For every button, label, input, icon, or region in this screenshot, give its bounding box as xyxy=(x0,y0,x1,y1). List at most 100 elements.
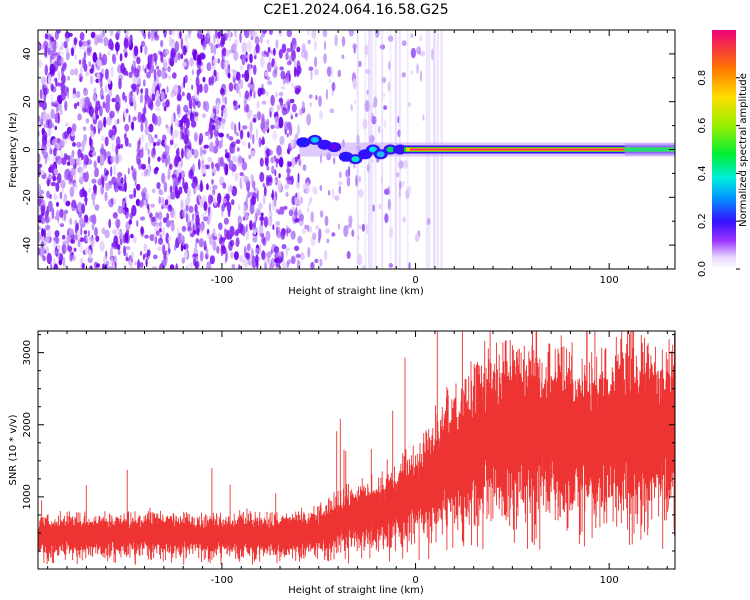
heatmap-cell xyxy=(128,114,131,123)
heatmap-cell xyxy=(153,141,156,147)
heatmap-cell xyxy=(259,157,264,167)
heatmap-cell xyxy=(111,142,115,153)
heatmap-cell xyxy=(176,156,181,161)
heatmap-cell xyxy=(239,79,244,89)
heatmap-cell xyxy=(147,206,150,214)
heatmap-cell xyxy=(122,207,128,215)
heatmap-cell xyxy=(261,30,267,34)
heatmap-cell xyxy=(280,70,286,80)
heatmap-cell xyxy=(193,131,199,142)
heatmap-cell xyxy=(285,191,289,198)
heatmap-cell xyxy=(38,115,41,122)
heatmap-cell xyxy=(264,50,267,56)
heatmap-cell xyxy=(103,116,107,128)
colorbar-gradient xyxy=(712,30,736,269)
heatmap-cell xyxy=(251,255,256,267)
heatmap-cell xyxy=(92,151,97,157)
heatmap-cell xyxy=(193,184,197,195)
signal-blob xyxy=(320,141,329,148)
y-tick-label: 1000 xyxy=(22,484,33,509)
heatmap-cell xyxy=(71,123,77,133)
heatmap-cell xyxy=(186,196,191,204)
colorbar-tick-label: 0.2 xyxy=(697,213,708,229)
heatmap-cell xyxy=(198,193,201,203)
heatmap-cell xyxy=(256,100,260,110)
heatmap-cell xyxy=(104,181,107,187)
heatmap-cell xyxy=(309,196,313,204)
heatmap-cell xyxy=(383,92,386,98)
heatmap-cell xyxy=(233,251,239,261)
snr-plot-frame xyxy=(37,330,676,570)
heatmap-cell xyxy=(115,145,119,156)
heatmap-cell xyxy=(151,93,156,102)
heatmap-cell xyxy=(314,258,319,264)
heatmap-cell xyxy=(83,190,88,198)
heatmap-cell xyxy=(51,53,55,61)
heatmap-cell xyxy=(184,251,187,259)
heatmap-cell xyxy=(314,56,318,68)
heatmap-cell xyxy=(244,212,249,221)
heatmap-cell xyxy=(168,163,173,170)
heatmap-cell xyxy=(307,247,311,258)
heatmap-cell xyxy=(308,66,314,71)
heatmap-cell xyxy=(238,121,241,132)
heatmap-cell xyxy=(52,240,57,248)
heatmap-cell xyxy=(260,56,265,68)
heatmap-cell xyxy=(268,52,271,63)
heatmap-cell xyxy=(66,234,71,244)
heatmap-cell xyxy=(146,97,152,105)
heatmap-cell xyxy=(310,211,314,223)
heatmap-cell xyxy=(294,156,299,163)
heatmap-cell xyxy=(147,148,150,156)
heatmap-cell xyxy=(173,130,179,138)
heatmap-cell xyxy=(273,246,280,254)
heatmap-cell xyxy=(306,113,311,126)
heatmap-cell xyxy=(52,138,57,146)
heatmap-cell xyxy=(80,257,84,265)
heatmap-cell xyxy=(318,95,322,107)
heatmap-cell xyxy=(110,166,113,177)
heatmap-cell xyxy=(324,215,329,227)
heatmap-cell xyxy=(63,212,66,222)
heatmap-cell xyxy=(182,61,187,67)
spectrogram-marks xyxy=(38,30,675,269)
heatmap-cell xyxy=(72,142,76,147)
heatmap-cell xyxy=(79,237,85,243)
heatmap-cell xyxy=(123,181,127,193)
heatmap-cell xyxy=(69,251,73,262)
heatmap-cell xyxy=(213,34,216,44)
heatmap-cell xyxy=(290,111,293,117)
heatmap-cell xyxy=(234,30,238,39)
heatmap-cell xyxy=(38,247,41,256)
heatmap-cell xyxy=(281,43,287,54)
heatmap-cell xyxy=(264,71,268,77)
heatmap-cell xyxy=(244,31,250,39)
heatmap-cell xyxy=(235,139,241,145)
heatmap-cell xyxy=(213,69,217,77)
heatmap-cell xyxy=(217,58,220,64)
heatmap-cell xyxy=(68,228,74,236)
heatmap-cell xyxy=(89,215,95,223)
heatmap-cell xyxy=(124,196,127,204)
heatmap-cell xyxy=(293,210,298,217)
heatmap-cell xyxy=(198,132,204,144)
heatmap-cell xyxy=(307,30,310,36)
heatmap-cell xyxy=(294,245,300,252)
heatmap-cell xyxy=(245,104,250,113)
heatmap-cell xyxy=(271,165,275,175)
heatmap-cell xyxy=(278,116,284,129)
heatmap-cell xyxy=(290,41,293,52)
heatmap-cell xyxy=(174,41,180,53)
heatmap-cell xyxy=(281,260,286,269)
heatmap-cell xyxy=(291,103,297,113)
heatmap-cell xyxy=(184,33,189,42)
heatmap-cell xyxy=(82,186,85,196)
heatmap-cell xyxy=(384,119,387,129)
heatmap-cell xyxy=(246,252,251,261)
heatmap-cell xyxy=(280,229,286,240)
heatmap-cell xyxy=(206,183,209,191)
heatmap-cell xyxy=(203,144,209,149)
heatmap-cell xyxy=(38,194,44,204)
heatmap-cell xyxy=(177,232,182,245)
heatmap-cell xyxy=(49,194,52,199)
